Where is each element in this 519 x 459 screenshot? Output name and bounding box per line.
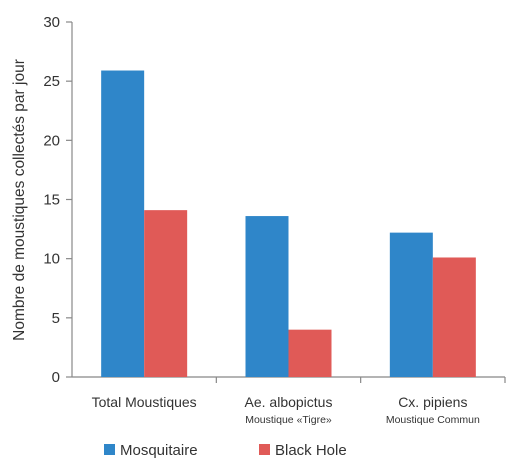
x-tick-sublabel: Moustique «Tigre» xyxy=(245,414,332,426)
legend-label: Black Hole xyxy=(275,442,347,459)
y-tick-label: 25 xyxy=(43,73,60,90)
bar-black-hole xyxy=(432,257,476,377)
y-tick-label: 5 xyxy=(52,310,60,327)
legend-label: Mosquitaire xyxy=(120,442,198,459)
y-tick-label: 10 xyxy=(43,251,60,268)
y-axis-label: Nombre de moustiques collectés par jour xyxy=(11,59,28,341)
bar-mosquitaire xyxy=(245,216,289,377)
x-tick-label: Total Moustiques xyxy=(92,394,197,410)
y-tick-label: 15 xyxy=(43,192,60,209)
y-ticks: 0 5 10 15 20 25 30 xyxy=(43,14,72,386)
bar-mosquitaire xyxy=(389,232,433,377)
bar-mosquitaire xyxy=(101,70,145,378)
x-tick-sublabel: Moustique Commun xyxy=(386,414,480,426)
bars xyxy=(101,70,476,378)
y-tick-label: 30 xyxy=(43,14,60,31)
y-tick-label: 0 xyxy=(52,369,60,386)
legend-swatch xyxy=(104,444,115,455)
legend: Mosquitaire Black Hole xyxy=(104,442,347,459)
x-tick-labels: Total Moustiques Ae. albopictus Moustique … xyxy=(92,394,480,426)
y-tick-label: 20 xyxy=(43,132,60,149)
bar-black-hole xyxy=(288,329,332,377)
x-tick-label: Ae. albopictus xyxy=(245,394,333,410)
legend-swatch xyxy=(259,444,270,455)
bar-black-hole xyxy=(144,210,188,377)
x-tick-label: Cx. pipiens xyxy=(398,394,467,410)
